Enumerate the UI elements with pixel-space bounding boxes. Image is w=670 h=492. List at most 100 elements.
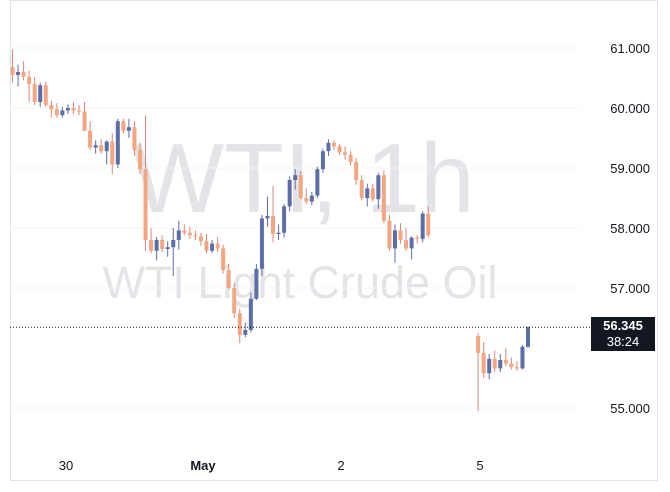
candle-down	[32, 84, 37, 102]
candle-down	[271, 216, 276, 234]
candle-down	[49, 105, 54, 110]
candle-up	[93, 145, 98, 148]
y-tick-label: 60.000	[610, 101, 650, 116]
candle-down	[10, 67, 15, 75]
candle-down	[77, 110, 82, 112]
time-axis[interactable]: 30 May 2 5	[59, 458, 484, 473]
candle-down	[204, 241, 209, 251]
candle-down	[54, 109, 59, 116]
candle-up	[520, 346, 525, 369]
candle-up	[293, 175, 298, 180]
candle-down	[304, 198, 309, 202]
grid-lines	[10, 47, 580, 409]
x-tick-label: May	[190, 458, 216, 473]
candle-up	[315, 169, 320, 196]
candle-down	[137, 150, 142, 170]
candle-down	[387, 220, 392, 249]
candle-up	[326, 142, 331, 152]
symbol-watermark: WTI, 1h WTI Light Crude Oil	[102, 123, 497, 308]
candle-down	[88, 130, 93, 148]
candle-down	[337, 146, 342, 153]
candle-down	[492, 358, 497, 369]
x-tick-label: 2	[337, 458, 344, 473]
candle-down	[99, 145, 104, 152]
candle-up	[154, 240, 159, 251]
candle-up	[320, 151, 325, 170]
candle-down	[187, 232, 192, 236]
candle-up	[38, 85, 43, 102]
candle-up	[409, 237, 414, 249]
candle-up	[210, 243, 215, 251]
last-price-value: 56.345	[603, 318, 643, 334]
candle-down	[354, 162, 359, 180]
candle-down	[509, 363, 514, 368]
y-tick-label: 59.000	[610, 161, 650, 176]
bar-countdown: 38:24	[606, 334, 640, 350]
candle-down	[143, 169, 148, 240]
candle-down	[193, 235, 198, 237]
candle-down	[121, 121, 126, 131]
candle-down	[82, 111, 87, 131]
candle-down	[232, 288, 237, 314]
candle-up	[259, 218, 264, 269]
candle-up	[104, 141, 109, 152]
x-tick-label: 5	[476, 458, 483, 473]
candle-down	[343, 152, 348, 155]
candle-down	[503, 360, 508, 364]
candle-down	[110, 141, 115, 165]
candle-down	[160, 240, 165, 249]
candle-up	[265, 216, 270, 219]
candle-up	[60, 110, 65, 116]
candle-down	[404, 240, 409, 249]
x-tick-label: 30	[59, 458, 73, 473]
candle-up	[365, 188, 370, 198]
candle-down	[514, 367, 519, 369]
candle-down	[348, 154, 353, 162]
candle-down	[71, 108, 76, 111]
price-axis[interactable]: 61.000 60.000 59.000 58.000 57.000 55.000	[610, 41, 650, 416]
candle-up	[176, 230, 181, 240]
candle-down	[149, 240, 154, 251]
candle-up	[498, 360, 503, 369]
y-tick-label: 58.000	[610, 221, 650, 236]
candle-up	[171, 240, 176, 248]
candle-down	[132, 127, 137, 150]
candle-down	[182, 230, 187, 233]
watermark-instrument-name: WTI Light Crude Oil	[102, 257, 497, 308]
candle-down	[221, 248, 226, 270]
watermark-symbol-timeframe: WTI, 1h	[131, 123, 474, 233]
candle-down	[381, 175, 386, 221]
y-tick-label: 61.000	[610, 41, 650, 56]
candle-up	[248, 298, 253, 330]
candle-up	[309, 195, 314, 202]
candle-down	[398, 230, 403, 240]
candle-down	[27, 76, 32, 84]
candle-down	[426, 213, 431, 236]
candle-down	[198, 236, 203, 242]
candle-down	[476, 336, 481, 353]
candle-up	[243, 330, 248, 335]
candle-up	[126, 127, 131, 131]
candle-up	[287, 180, 292, 207]
y-tick-label: 55.000	[610, 401, 650, 416]
candle-down	[481, 352, 486, 374]
candle-down	[331, 142, 336, 147]
candle-up	[526, 327, 530, 347]
y-tick-label: 57.000	[610, 281, 650, 296]
candle-up	[65, 108, 70, 111]
candle-down	[43, 85, 48, 105]
candle-down	[21, 72, 26, 77]
candle-down	[298, 175, 303, 198]
candle-up	[392, 230, 397, 249]
candle-down	[370, 188, 375, 200]
candles-layer	[10, 49, 530, 411]
candle-up	[165, 247, 170, 249]
candle-down	[226, 270, 231, 288]
candle-down	[237, 313, 242, 335]
candle-up	[276, 232, 281, 234]
candle-down	[215, 243, 220, 249]
candle-up	[282, 206, 287, 233]
candle-up	[420, 213, 425, 239]
